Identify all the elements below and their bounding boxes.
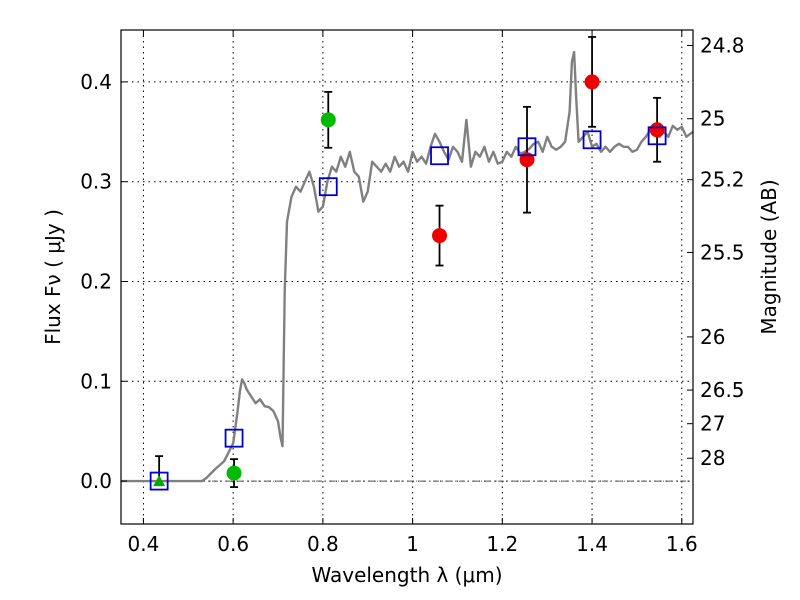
observed-flux-point xyxy=(226,465,242,481)
circle-layer xyxy=(226,36,665,488)
y-tick-label: 0.0 xyxy=(80,469,112,493)
x-tick-label: 1.6 xyxy=(666,532,698,556)
model-photometry-square xyxy=(224,428,244,448)
y-tick-label: 0.2 xyxy=(80,269,112,293)
observed-flux-point xyxy=(649,122,665,138)
triangle-layer xyxy=(153,455,166,487)
x-tick-label: 0.4 xyxy=(128,532,160,556)
magnitude-tick-label: 26 xyxy=(700,325,725,349)
plot-area xyxy=(121,36,694,491)
line-layer xyxy=(121,50,694,483)
y-tick-label: 0.1 xyxy=(80,369,112,393)
observed-flux-point xyxy=(432,228,448,244)
observed-flux-point xyxy=(320,112,336,128)
open-square-layer xyxy=(149,126,667,491)
grid xyxy=(121,30,693,524)
x-tick-label: 1.2 xyxy=(486,532,518,556)
magnitude-tick-label: 25.2 xyxy=(700,168,745,192)
model-photometry-square xyxy=(647,126,667,146)
x-tick-label: 1 xyxy=(406,532,419,556)
y-axis-label: Flux Fν ( μJy ) xyxy=(41,209,65,345)
x-tick-label: 0.6 xyxy=(217,532,249,556)
observed-flux-point xyxy=(584,74,600,90)
magnitude-tick-label: 26.5 xyxy=(700,378,745,402)
sed-model-line xyxy=(121,50,694,483)
magnitude-tick-label: 25.5 xyxy=(700,240,745,264)
x-axis-label: Wavelength λ (μm) xyxy=(311,563,502,587)
x-tick-label: 0.8 xyxy=(307,532,339,556)
y-tick-label: 0.4 xyxy=(80,70,112,94)
upper-limit-marker xyxy=(153,475,166,487)
model-photometry-square xyxy=(582,130,602,150)
model-photometry-square xyxy=(149,471,169,491)
magnitude-tick-label: 24.8 xyxy=(700,33,745,57)
model-photometry-square xyxy=(517,137,537,157)
plot-frame xyxy=(120,29,694,525)
x-tick-label: 1.4 xyxy=(576,532,608,556)
magnitude-tick-label: 27 xyxy=(700,412,725,436)
magnitude-axis-label: Magnitude (AB) xyxy=(757,179,781,334)
model-photometry-square xyxy=(430,146,449,166)
y-tick-label: 0.3 xyxy=(80,170,112,194)
magnitude-tick-label: 28 xyxy=(700,446,725,470)
magnitude-tick-label: 25 xyxy=(700,107,725,131)
ticks: 0.4 0.6 0.8 1 1.2 1.4 1.6 0.0 0.1 0.2 0.3 0.4 24.8 25… xyxy=(80,30,745,556)
model-photometry-square xyxy=(318,177,338,197)
